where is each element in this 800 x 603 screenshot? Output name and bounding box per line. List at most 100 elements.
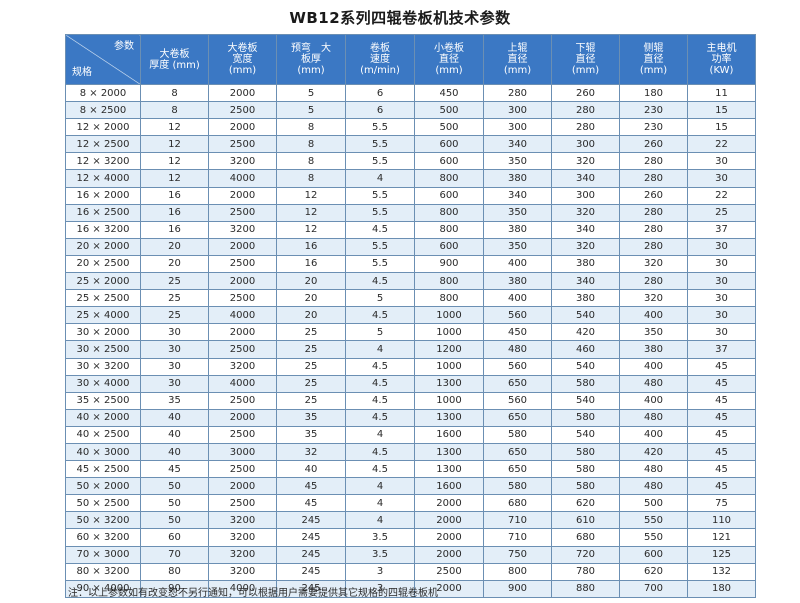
table-cell: 580 bbox=[551, 408, 620, 427]
table-cell: 600 bbox=[414, 152, 484, 171]
table-cell: 350 bbox=[619, 323, 688, 342]
table-cell: 20 bbox=[276, 306, 346, 325]
table-cell: 600 bbox=[414, 237, 484, 256]
table-cell: 2500 bbox=[208, 289, 277, 308]
table-cell: 710 bbox=[483, 511, 552, 530]
table-cell: 75 bbox=[687, 494, 756, 513]
table-cell: 4.5 bbox=[345, 357, 415, 376]
table-cell: 35 bbox=[276, 408, 346, 427]
table-cell: 560 bbox=[483, 391, 552, 410]
table-cell: 8 bbox=[276, 169, 346, 188]
table-cell: 30 bbox=[140, 357, 209, 376]
table-cell: 2000 bbox=[208, 477, 277, 496]
table-cell: 5.5 bbox=[345, 186, 415, 205]
table-cell: 245 bbox=[276, 528, 346, 547]
spec-cell: 16 × 2000 bbox=[65, 186, 141, 205]
table-cell: 1300 bbox=[414, 460, 484, 479]
table-cell: 230 bbox=[619, 118, 688, 137]
table-cell: 50 bbox=[140, 477, 209, 496]
spec-cell: 30 × 2500 bbox=[65, 340, 141, 359]
table-cell: 22 bbox=[687, 186, 756, 205]
footnote: 注：以上参数如有改变恕不另行通知，可以根据用户需要提供其它规格的四辊卷板机 bbox=[68, 588, 438, 599]
table-row: 40 × 2000 40 2000 35 4.5 1300 650 580 480 45 bbox=[65, 408, 756, 427]
spec-cell: 12 × 2000 bbox=[65, 118, 141, 137]
table-cell: 80 bbox=[140, 562, 209, 581]
table-cell: 450 bbox=[414, 83, 484, 103]
table-cell: 2500 bbox=[208, 254, 277, 274]
table-cell: 280 bbox=[619, 152, 688, 171]
table-cell: 45 bbox=[687, 477, 756, 496]
table-row: 30 × 2500 30 2500 25 4 1200 480 460 380 37 bbox=[65, 340, 756, 359]
table-cell: 25 bbox=[140, 289, 209, 308]
table-cell: 37 bbox=[687, 220, 756, 239]
table-cell: 280 bbox=[483, 83, 552, 103]
table-cell: 4000 bbox=[208, 169, 277, 188]
table-cell: 90 bbox=[140, 579, 209, 598]
table-cell: 620 bbox=[551, 494, 620, 513]
table-row: 50 × 2000 50 2000 45 4 1600 580 580 480 45 bbox=[65, 477, 756, 496]
corner-label-params: 参数 bbox=[114, 41, 134, 52]
table-cell: 400 bbox=[619, 391, 688, 410]
table-cell: 121 bbox=[687, 528, 756, 547]
table-cell: 800 bbox=[414, 169, 484, 188]
spec-cell: 70 × 3000 bbox=[65, 545, 141, 564]
table-cell: 25 bbox=[276, 323, 346, 342]
table-cell: 2500 bbox=[208, 494, 277, 513]
table-cell: 20 bbox=[140, 254, 209, 274]
spec-cell: 30 × 2000 bbox=[65, 323, 141, 342]
table-cell: 320 bbox=[551, 203, 620, 222]
table-cell: 4.5 bbox=[345, 306, 415, 325]
column-header-min-diameter: 小卷板 直径 (mm) bbox=[414, 34, 484, 85]
table-cell: 32 bbox=[276, 442, 346, 462]
table-cell: 380 bbox=[551, 254, 620, 274]
table-cell: 5 bbox=[345, 323, 415, 342]
table-cell: 4 bbox=[345, 340, 415, 359]
table-cell: 3200 bbox=[208, 152, 277, 171]
table-cell: 800 bbox=[414, 289, 484, 308]
spec-cell: 12 × 3200 bbox=[65, 152, 141, 171]
table-cell: 300 bbox=[551, 186, 620, 205]
table-cell: 2000 bbox=[414, 511, 484, 530]
table-cell: 700 bbox=[619, 579, 688, 598]
table-cell: 380 bbox=[551, 289, 620, 308]
table-row: 8 × 2000 8 2000 5 6 450 280 260 180 11 bbox=[65, 83, 756, 103]
table-cell: 35 bbox=[140, 391, 209, 410]
table-cell: 2000 bbox=[208, 323, 277, 342]
table-cell: 500 bbox=[414, 118, 484, 137]
table-cell: 5 bbox=[345, 289, 415, 308]
table-cell: 40 bbox=[140, 442, 209, 462]
table-cell: 2000 bbox=[414, 579, 484, 598]
table-cell: 4.5 bbox=[345, 220, 415, 239]
spec-cell: 25 × 2000 bbox=[65, 272, 141, 291]
table-cell: 30 bbox=[687, 169, 756, 188]
table-row: 25 × 2000 25 2000 20 4.5 800 380 340 280 30 bbox=[65, 272, 756, 291]
spec-cell: 25 × 4000 bbox=[65, 306, 141, 325]
table-cell: 30 bbox=[687, 306, 756, 325]
table-cell: 40 bbox=[276, 460, 346, 479]
table-cell: 4 bbox=[345, 425, 415, 444]
table-cell: 4000 bbox=[208, 579, 277, 598]
table-cell: 16 bbox=[140, 203, 209, 222]
table-cell: 12 bbox=[140, 169, 209, 188]
table-cell: 480 bbox=[483, 340, 552, 359]
table-cell: 8 bbox=[276, 118, 346, 137]
table-cell: 1600 bbox=[414, 425, 484, 444]
table-cell: 3 bbox=[345, 562, 415, 581]
table-cell: 280 bbox=[619, 220, 688, 239]
table-cell: 1000 bbox=[414, 391, 484, 410]
table-row: 70 × 3000 70 3200 245 3.5 2000 750 720 600 125 bbox=[65, 545, 756, 564]
table-cell: 480 bbox=[619, 477, 688, 496]
table-row: 35 × 2500 35 2500 25 4.5 1000 560 540 400 45 bbox=[65, 391, 756, 410]
table-cell: 280 bbox=[551, 101, 620, 120]
table-row: 30 × 3200 30 3200 25 4.5 1000 560 540 400 45 bbox=[65, 357, 756, 376]
table-cell: 45 bbox=[276, 477, 346, 496]
table-cell: 20 bbox=[140, 237, 209, 256]
table-cell: 12 bbox=[140, 118, 209, 137]
table-cell: 580 bbox=[483, 425, 552, 444]
table-cell: 12 bbox=[140, 152, 209, 171]
table-cell: 460 bbox=[551, 340, 620, 359]
table-cell: 8 bbox=[140, 101, 209, 120]
table-cell: 110 bbox=[687, 511, 756, 530]
table-cell: 320 bbox=[619, 254, 688, 274]
table-cell: 25 bbox=[140, 272, 209, 291]
